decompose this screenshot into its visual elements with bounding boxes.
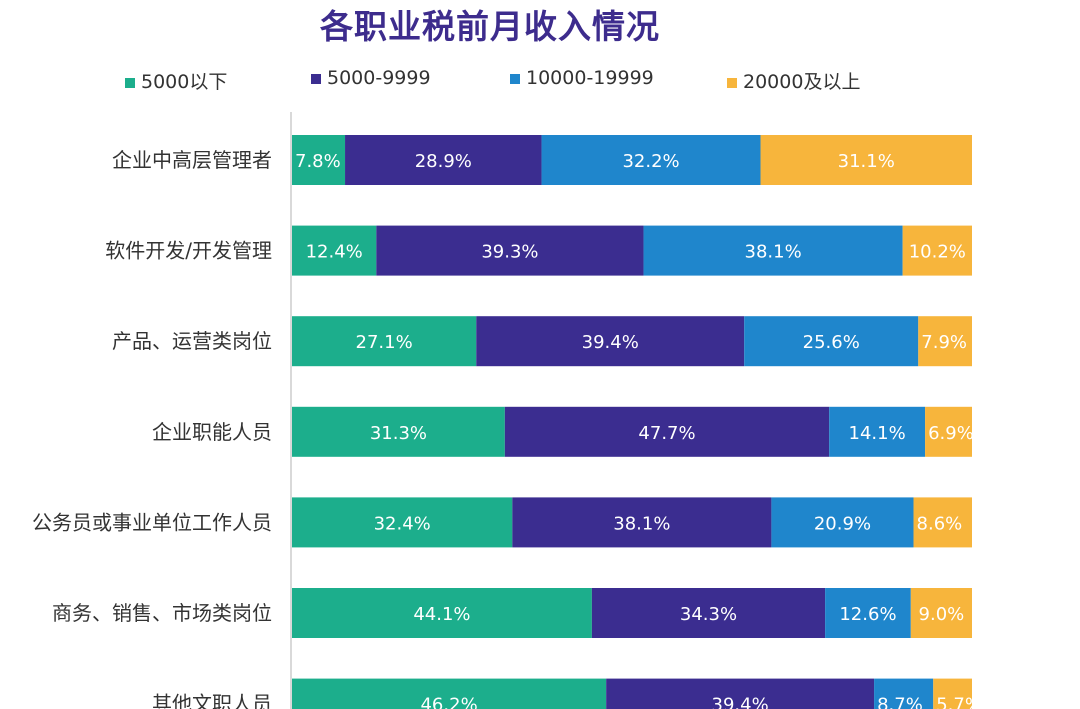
data-label: 34.3%: [680, 604, 737, 625]
data-label: 47.7%: [638, 423, 695, 444]
data-label: 32.2%: [622, 151, 679, 172]
data-label: 14.1%: [849, 423, 906, 444]
category-label: 软件开发/开发管理: [105, 239, 272, 263]
data-label: 5.7%: [936, 695, 982, 709]
bar-segment: [591, 588, 826, 638]
bar-segment: [292, 588, 592, 638]
data-label: 6.9%: [928, 423, 974, 444]
bar-segment: [345, 135, 542, 185]
data-label: 25.6%: [803, 332, 860, 353]
bar-segment: [292, 497, 513, 548]
data-label: 27.1%: [356, 332, 413, 353]
legend-swatch-1: [125, 77, 135, 88]
legend-swatch-3: [510, 73, 520, 84]
bar-segment: [925, 406, 972, 457]
bar-segment: [643, 225, 903, 276]
legend-label-4: 20000及以上: [743, 71, 861, 93]
data-label: 8.6%: [917, 513, 963, 534]
data-label: 38.1%: [613, 513, 670, 534]
data-label: 10.2%: [909, 242, 966, 263]
legend-item-4: 20000及以上: [727, 67, 860, 94]
data-label: 8.7%: [877, 695, 923, 709]
legend-label-1: 5000以下: [141, 71, 228, 93]
category-label: 产品、运营类岗位: [112, 329, 272, 353]
data-label: 20.9%: [814, 513, 871, 534]
bar-segment: [910, 588, 972, 638]
legend-swatch-4: [727, 77, 737, 88]
data-label: 46.2%: [420, 695, 477, 709]
data-label: 32.4%: [374, 513, 431, 534]
legend-label-3: 10000-19999: [526, 67, 654, 89]
bar-segment: [760, 135, 972, 185]
bar-segment: [504, 406, 830, 457]
data-label: 12.4%: [306, 242, 363, 263]
bar-segment: [292, 135, 346, 185]
bar-segment: [512, 497, 772, 548]
legend-item-1: 5000以下: [125, 67, 227, 94]
bar-segment: [771, 497, 914, 548]
bar-segment: [376, 225, 644, 276]
data-label: 39.3%: [481, 242, 538, 263]
bar-segment: [913, 497, 972, 548]
data-label: 39.4%: [712, 695, 769, 709]
data-label: 12.6%: [839, 604, 896, 625]
bar-segment: [902, 225, 972, 276]
legend-label-2: 5000-9999: [327, 67, 431, 89]
bar-segment: [829, 406, 926, 457]
category-label: 企业中高层管理者: [112, 148, 272, 172]
bar-segment: [476, 316, 745, 367]
data-label: 31.3%: [370, 423, 427, 444]
category-label: 其他文职人员: [152, 692, 272, 709]
category-label: 商务、销售、市场类岗位: [52, 601, 272, 625]
bar-segment: [744, 316, 919, 367]
bar-segment: [541, 135, 761, 185]
bar-segment: [825, 588, 911, 638]
data-label: 38.1%: [745, 242, 802, 263]
bar-segment: [292, 316, 477, 367]
data-label: 28.9%: [415, 151, 472, 172]
category-label: 企业职能人员: [152, 420, 272, 444]
bar-segment: [874, 678, 934, 709]
category-label: 公务员或事业单位工作人员: [32, 510, 272, 534]
bar-segment: [292, 225, 377, 276]
legend-item-2: 5000-9999: [311, 67, 431, 89]
data-label: 44.1%: [413, 604, 470, 625]
bar-segment: [292, 678, 607, 709]
data-label: 9.0%: [919, 604, 965, 625]
bar-segment: [918, 316, 972, 367]
chart-title: 各职业税前月收入情况: [320, 7, 660, 46]
legend-item-3: 10000-19999: [510, 67, 654, 89]
data-label: 7.9%: [921, 332, 967, 353]
data-label: 31.1%: [838, 151, 895, 172]
bar-segment: [606, 678, 875, 709]
bar-segment: [292, 406, 505, 457]
legend-swatch-2: [311, 73, 321, 84]
data-label: 7.8%: [295, 151, 341, 172]
data-label: 39.4%: [582, 332, 639, 353]
bar-segment: [933, 678, 972, 709]
